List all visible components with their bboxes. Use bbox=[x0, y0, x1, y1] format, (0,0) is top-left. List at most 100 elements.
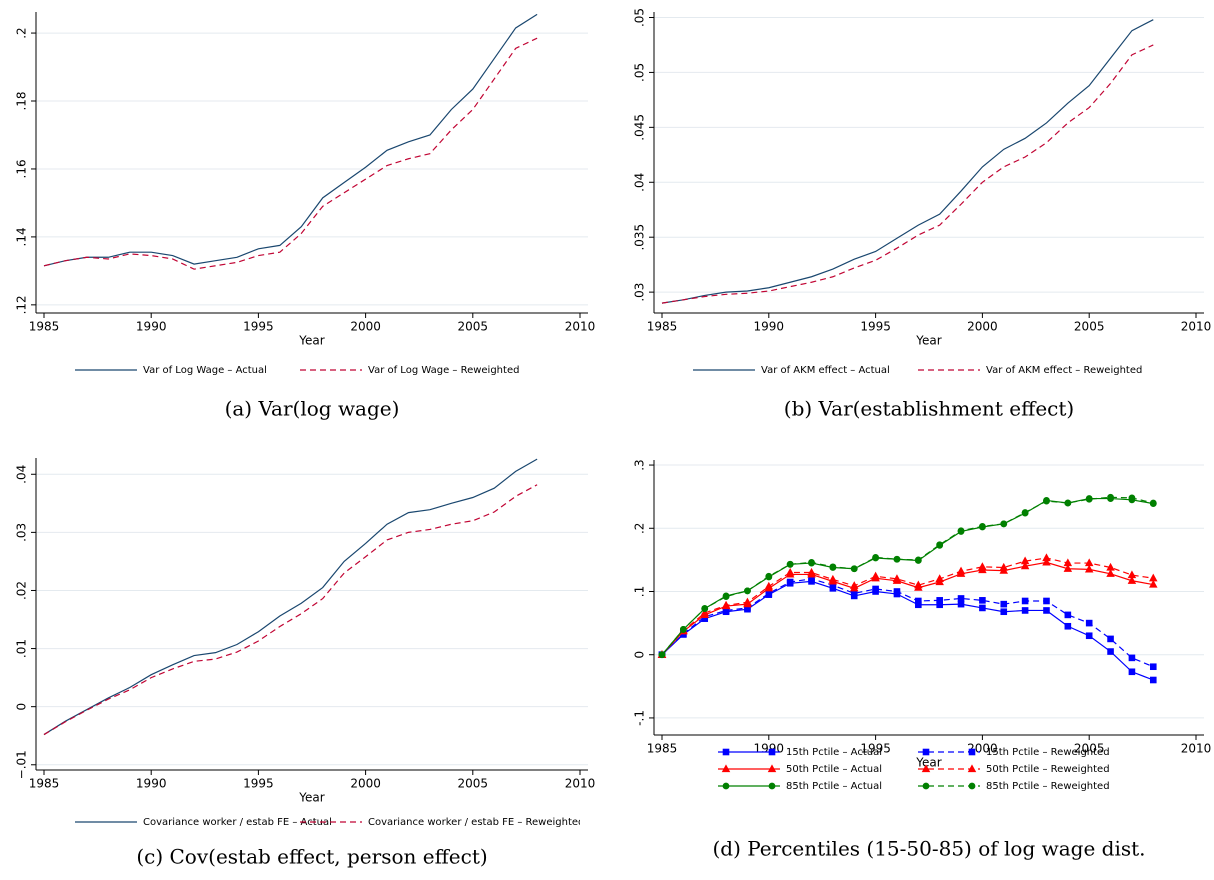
x-tick-label: 2005 bbox=[458, 320, 489, 334]
x-axis-title: Year bbox=[298, 791, 324, 805]
marker bbox=[922, 782, 930, 790]
marker bbox=[1064, 611, 1072, 619]
y-tick-label: .2 bbox=[633, 523, 647, 534]
x-tick-label: 1985 bbox=[29, 777, 60, 791]
series bbox=[43, 13, 538, 267]
caption: (b) Var(establishment effect) bbox=[784, 397, 1074, 421]
marker bbox=[1107, 648, 1114, 655]
marker bbox=[1043, 597, 1050, 605]
marker bbox=[936, 597, 943, 604]
marker bbox=[658, 651, 666, 659]
y-tick-label: .2 bbox=[15, 27, 29, 38]
marker bbox=[1064, 622, 1072, 630]
series bbox=[658, 575, 1157, 671]
marker bbox=[999, 562, 1009, 571]
marker bbox=[1107, 493, 1114, 501]
marker bbox=[1042, 557, 1051, 566]
marker bbox=[1000, 520, 1008, 528]
marker bbox=[1000, 608, 1008, 616]
marker bbox=[1020, 556, 1030, 565]
marker bbox=[914, 580, 923, 589]
data-line bbox=[43, 484, 538, 736]
marker bbox=[872, 585, 879, 593]
marker bbox=[922, 748, 930, 756]
marker bbox=[979, 597, 986, 604]
marker bbox=[1043, 607, 1050, 614]
marker bbox=[786, 578, 794, 586]
y-tick-label: .04 bbox=[633, 173, 647, 192]
marker bbox=[1021, 597, 1029, 605]
marker bbox=[956, 566, 966, 575]
y-tick-label: −.01 bbox=[15, 750, 29, 779]
x-tick-label: 2010 bbox=[565, 777, 596, 791]
marker bbox=[892, 574, 902, 582]
data-line bbox=[661, 19, 1154, 304]
marker bbox=[722, 782, 730, 790]
legend-label: 15th Pctile – Reweighted bbox=[986, 747, 1110, 758]
data-line bbox=[661, 561, 1154, 656]
series bbox=[661, 44, 1154, 304]
x-tick-label: 1995 bbox=[243, 320, 274, 334]
y-tick-label: .03 bbox=[633, 283, 647, 302]
legend: Var of Log Wage – Actual Var of Log Wage … bbox=[75, 365, 519, 376]
legend-label: Covariance worker / estab FE – Reweighte… bbox=[368, 817, 584, 828]
y-tick-label: .04 bbox=[15, 465, 29, 484]
marker bbox=[1085, 619, 1093, 627]
marker bbox=[768, 782, 776, 790]
x-tick-label: 2005 bbox=[458, 777, 489, 791]
data-line bbox=[661, 578, 1154, 668]
y-tick-label: 0 bbox=[633, 651, 647, 659]
x-tick-label: 2010 bbox=[565, 320, 596, 334]
y-tick-label: .045 bbox=[633, 114, 647, 141]
data-line bbox=[43, 13, 538, 267]
marker bbox=[1128, 654, 1136, 662]
marker bbox=[1084, 564, 1094, 573]
x-tick-label: 1990 bbox=[136, 320, 167, 334]
marker bbox=[872, 553, 879, 561]
legend-label: 50th Pctile – Reweighted bbox=[986, 764, 1110, 775]
series bbox=[43, 484, 538, 736]
marker bbox=[722, 748, 730, 756]
marker bbox=[785, 567, 795, 576]
legend-label: Var of Log Wage – Actual bbox=[143, 365, 267, 376]
data-line bbox=[661, 580, 1154, 681]
y-tick-label: -.1 bbox=[633, 710, 647, 726]
marker bbox=[1127, 576, 1137, 584]
series bbox=[43, 458, 538, 736]
marker bbox=[768, 748, 776, 756]
series bbox=[657, 557, 1158, 658]
marker bbox=[1149, 579, 1158, 588]
y-tick-label: .03 bbox=[15, 523, 29, 542]
marker bbox=[764, 581, 774, 590]
marker bbox=[1064, 499, 1072, 507]
marker bbox=[1128, 494, 1136, 502]
x-tick-label: 1995 bbox=[243, 777, 274, 791]
marker bbox=[979, 604, 986, 612]
x-tick-label: 2000 bbox=[350, 777, 381, 791]
marker bbox=[967, 764, 977, 773]
marker bbox=[829, 563, 837, 571]
legend: 15th Pctile – Actual 15th Pctile – Reweig… bbox=[718, 747, 1110, 792]
y-tick-label: .14 bbox=[15, 227, 29, 246]
marker bbox=[850, 565, 858, 573]
x-axis-title: Year bbox=[298, 334, 324, 348]
marker bbox=[786, 560, 794, 568]
x-tick-label: 2010 bbox=[1181, 320, 1212, 334]
marker bbox=[1127, 570, 1137, 579]
marker bbox=[1149, 499, 1157, 507]
marker bbox=[1149, 573, 1158, 582]
marker bbox=[921, 764, 931, 773]
marker bbox=[1085, 495, 1093, 503]
data-line bbox=[661, 44, 1154, 304]
marker bbox=[914, 556, 922, 564]
y-tick-label: .05 bbox=[633, 8, 647, 27]
marker bbox=[893, 588, 901, 595]
marker bbox=[1106, 569, 1115, 577]
marker bbox=[1042, 553, 1051, 562]
x-tick-label: 1995 bbox=[860, 742, 891, 756]
marker bbox=[849, 581, 859, 589]
legend: Var of AKM effect – Actual Var of AKM eff… bbox=[693, 365, 1142, 376]
marker bbox=[1107, 635, 1114, 643]
y-tick-label: .3 bbox=[633, 459, 647, 470]
